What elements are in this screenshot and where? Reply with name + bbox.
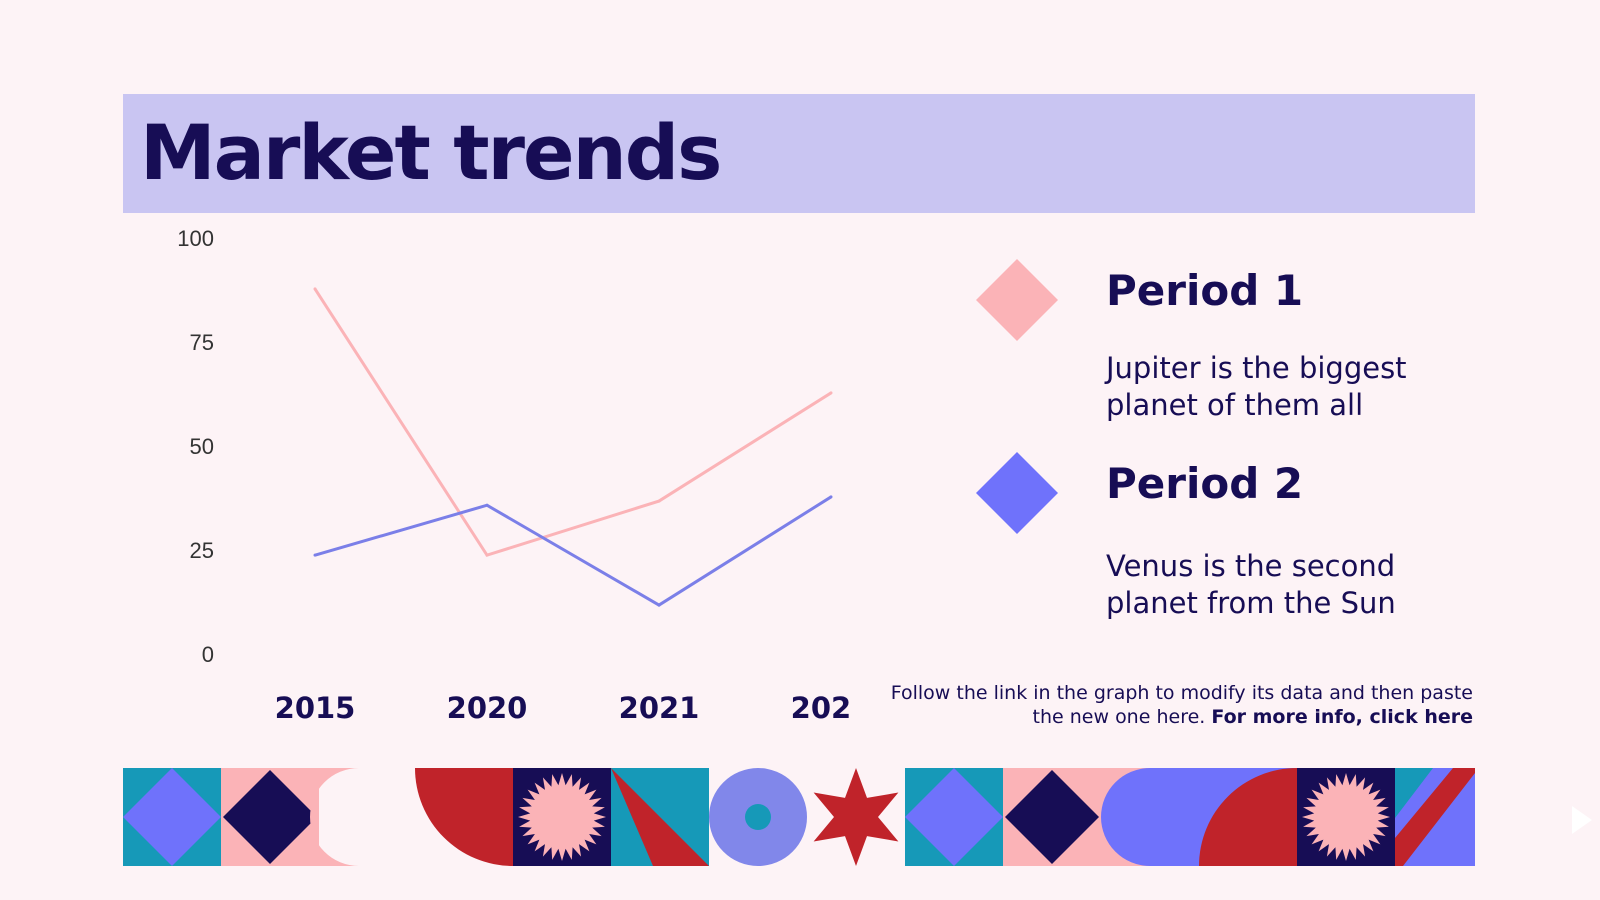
- y-tick-label: 100: [177, 226, 214, 251]
- y-tick-label: 75: [190, 330, 214, 355]
- next-slide-arrow-icon[interactable]: [1570, 800, 1596, 840]
- page-title: Market trends: [140, 108, 722, 197]
- series-1-point: [829, 391, 833, 395]
- period-1-title: Period 1: [1106, 266, 1304, 315]
- x-category-label: 2015: [275, 691, 356, 725]
- x-category-label: 2020: [447, 691, 528, 725]
- more-info-link[interactable]: For more info, click here: [1211, 706, 1473, 728]
- period-1-diamond-icon: [975, 258, 1059, 342]
- pattern-tile-11: [1003, 768, 1101, 866]
- series-2-point: [657, 603, 661, 607]
- period-2-description: Venus is the second planet from the Sun: [1106, 548, 1446, 622]
- series-2-point: [313, 553, 317, 557]
- pattern-tile-10: [905, 768, 1003, 866]
- title-bar: Market trends: [123, 94, 1475, 213]
- pattern-tile-5: [415, 768, 513, 866]
- period-1-description-line2: planet of them all: [1106, 388, 1364, 422]
- line-chart: 0 25 50 75 100 2015 2020 2021 2022: [177, 226, 850, 725]
- pattern-tile-7: [611, 768, 709, 866]
- x-category-label: 2021: [619, 691, 700, 725]
- series-line-1: [313, 288, 832, 557]
- y-tick-label: 0: [202, 642, 214, 667]
- pattern-tile-15: [1395, 768, 1475, 866]
- pattern-tile-12: [1101, 768, 1199, 866]
- y-tick-label: 50: [190, 434, 214, 459]
- x-category-label: 2022: [791, 691, 850, 725]
- pattern-tile-13: [1199, 768, 1297, 866]
- decorative-pattern-band: [123, 768, 1475, 866]
- period-1-description-line1: Jupiter is the biggest: [1106, 351, 1407, 385]
- period-2-diamond-icon: [975, 451, 1059, 535]
- footnote-text: the new one here.: [1032, 706, 1212, 728]
- series-line-2: [314, 495, 832, 607]
- period-2-description-line2: planet from the Sun: [1106, 586, 1396, 620]
- pattern-tile-14-sunburst-icon: [1297, 768, 1395, 866]
- series-1-point: [485, 553, 489, 557]
- pattern-tile-8-ring-icon: [709, 768, 807, 866]
- y-tick-label: 25: [190, 538, 214, 563]
- pattern-tile-6-sunburst-icon: [513, 768, 611, 866]
- pattern-tile-9-star-icon: [813, 768, 899, 866]
- series-2-point: [829, 495, 833, 499]
- series-1-point: [657, 499, 661, 503]
- series-2-point: [485, 503, 489, 507]
- footnote-line2: the new one here. For more info, click h…: [873, 705, 1473, 729]
- series-1-point: [313, 287, 317, 291]
- pattern-tile-1: [123, 768, 221, 866]
- pattern-tile-2: [221, 768, 319, 866]
- period-2-description-line1: Venus is the second: [1106, 549, 1396, 583]
- footnote-line1: Follow the link in the graph to modify i…: [890, 682, 1473, 704]
- period-1-description: Jupiter is the biggest planet of them al…: [1106, 350, 1446, 424]
- footnote: Follow the link in the graph to modify i…: [873, 681, 1473, 729]
- period-2-title: Period 2: [1106, 459, 1304, 508]
